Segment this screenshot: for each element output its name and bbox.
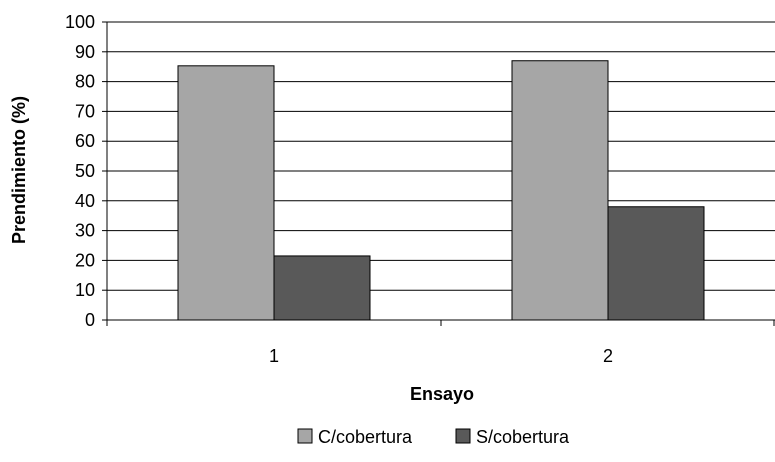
y-tick-label: 40 <box>75 191 95 211</box>
y-tick-label: 20 <box>75 250 95 270</box>
x-axis-title: Ensayo <box>410 384 474 404</box>
y-tick-label: 100 <box>65 12 95 32</box>
legend-label: S/cobertura <box>476 427 570 447</box>
y-tick-label: 10 <box>75 280 95 300</box>
y-tick-labels: 0 10 20 30 40 50 60 70 80 90 100 <box>65 12 95 330</box>
x-tick-label: 1 <box>269 346 279 366</box>
bar-s-cobertura-2 <box>607 206 705 321</box>
y-tick-label: 50 <box>75 161 95 181</box>
y-tick-label: 30 <box>75 221 95 241</box>
bar-c-cobertura-2 <box>511 60 609 321</box>
y-tick-label: 80 <box>75 72 95 92</box>
bars <box>177 60 705 321</box>
bar-s-cobertura-1 <box>273 255 371 321</box>
legend-swatch <box>297 428 313 444</box>
legend-label: C/cobertura <box>318 427 413 447</box>
legend-swatch <box>455 428 471 444</box>
y-tick-label: 60 <box>75 131 95 151</box>
bar-c-cobertura-1 <box>177 65 275 321</box>
y-tick-label: 70 <box>75 101 95 121</box>
y-tick-label: 0 <box>85 310 95 330</box>
axes <box>102 21 775 326</box>
x-tick-label: 2 <box>603 346 613 366</box>
y-tick-label: 90 <box>75 42 95 62</box>
y-axis-title: Prendimiento (%) <box>9 96 29 244</box>
legend: C/cobertura S/cobertura <box>297 427 570 447</box>
